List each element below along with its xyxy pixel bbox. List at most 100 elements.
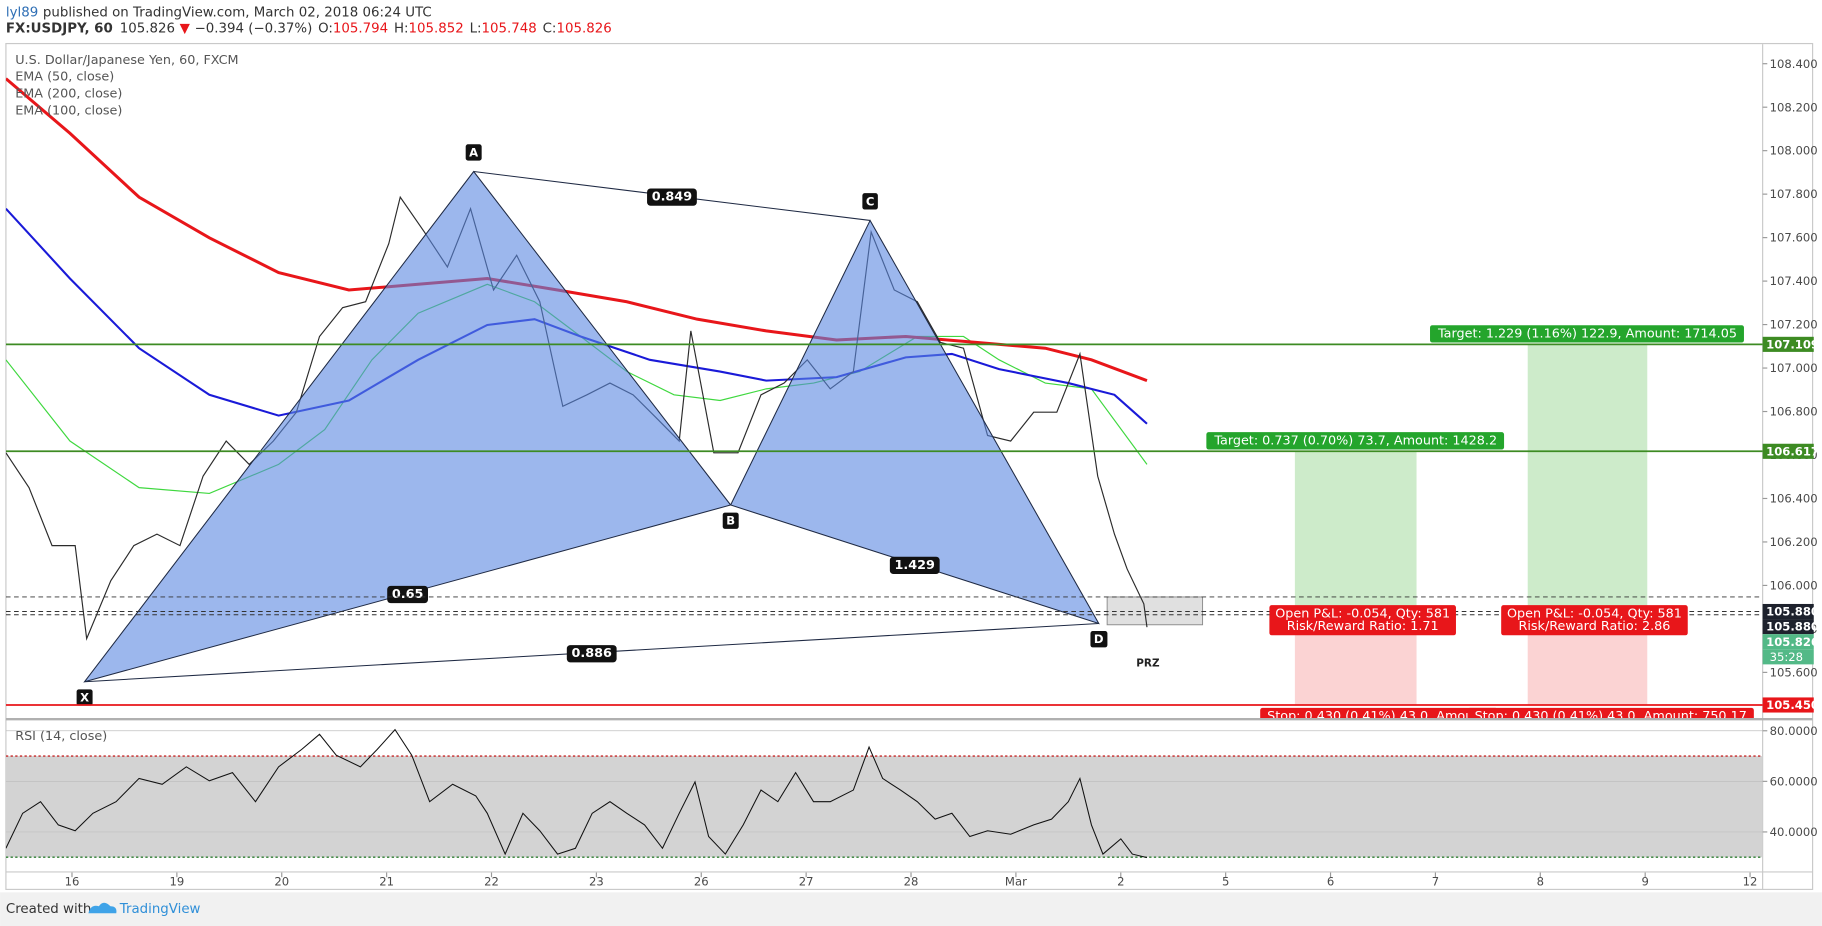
y-tick-label: 107.200 <box>1770 318 1818 332</box>
rsi-band <box>5 756 1763 858</box>
rsi-line <box>5 728 1148 859</box>
y-tick-label: 108.200 <box>1770 100 1818 114</box>
legend-entry: EMA (100, close) <box>15 103 122 118</box>
target-label: Target: 1.229 (1.16%) 122.9, Amount: 171… <box>1437 326 1737 341</box>
high-value: 105.852 <box>409 22 464 37</box>
price-badge-label: 105.826 <box>1766 635 1819 649</box>
price-badge <box>1762 697 1814 713</box>
ratio-label: 0.886 <box>571 646 611 661</box>
price-badge-label: 106.617 <box>1766 444 1819 458</box>
symbol: FX:USDJPY, 60 <box>6 22 113 37</box>
stop-label: Stop: 0.430 (0.41%) 43.0, Amount: <box>1267 709 1491 724</box>
y-tick-label: 107.000 <box>1770 361 1818 375</box>
point-badge <box>722 512 739 529</box>
target-badge <box>1430 325 1744 343</box>
x-tick-label: 7 <box>1432 874 1439 888</box>
rsi-y-tick-label: 60.0000 <box>1770 774 1818 788</box>
y-tick-label: 107.600 <box>1770 231 1818 245</box>
target-zone <box>1294 451 1417 612</box>
ratio-badge <box>647 188 697 206</box>
low-value: 105.748 <box>482 22 537 37</box>
ratio-badge <box>566 645 617 663</box>
high-label: H: <box>394 22 409 37</box>
y-tick-label: 106.800 <box>1770 405 1818 419</box>
x-tick-label: 6 <box>1327 874 1334 888</box>
x-tick-label: 22 <box>484 874 499 888</box>
price-badge <box>1762 603 1814 620</box>
open-value: 105.794 <box>333 22 388 37</box>
ratio-badge <box>889 556 940 575</box>
point-badge <box>465 144 482 161</box>
x-tick-label: 2 <box>1117 874 1124 888</box>
low-label: L: <box>470 22 482 37</box>
point-badge <box>862 193 878 210</box>
author: lyl89 <box>6 5 38 20</box>
x-tick-label: Mar <box>1005 874 1027 888</box>
brand: TradingView <box>119 902 201 917</box>
rr-label: Risk/Reward Ratio: 2.86 <box>1519 619 1671 634</box>
point-label: B <box>726 514 735 528</box>
chart-title: U.S. Dollar/Japanese Yen, 60, FXCM <box>15 53 238 68</box>
overlay: U.S. Dollar/Japanese Yen, 60, FXCM EMA (5… <box>15 53 1819 888</box>
prz-label: PRZ <box>1136 658 1160 670</box>
header-line: lyl89 published on TradingView.com, March… <box>6 5 432 20</box>
ema-line <box>5 207 1148 425</box>
ratio-badge <box>387 585 428 604</box>
target-badge <box>1206 432 1505 450</box>
x-tick-label: 19 <box>169 874 184 888</box>
point-badge <box>1090 631 1108 648</box>
y-tick-label: 106.200 <box>1770 535 1818 549</box>
legend-entry: EMA (200, close) <box>15 87 122 102</box>
close-label: C: <box>543 22 557 37</box>
rsi-y-tick-label: 80.0000 <box>1770 724 1818 738</box>
price-badge-label: 105.880 <box>1766 605 1819 619</box>
main-pane: PRZ 0.849 0.65 1.429 0.886 X A B C D Target: 0.737… <box>5 77 1763 724</box>
target-label: Target: 0.737 (0.70%) 73.7, Amount: 1428… <box>1213 433 1497 448</box>
pnl-badge <box>1501 605 1688 636</box>
target-zone <box>1527 344 1648 612</box>
down-arrow: ▼ <box>180 22 191 37</box>
prz-zone <box>1106 596 1204 626</box>
rsi-title: RSI (14, close) <box>15 729 107 744</box>
ema-line <box>5 77 1148 383</box>
price-badge <box>1762 619 1814 635</box>
y-tick-label: 107.800 <box>1770 187 1818 201</box>
y-tick-label: 108.000 <box>1770 144 1818 158</box>
footer-bar <box>0 892 1822 926</box>
y-tick-label: 107.400 <box>1770 274 1818 288</box>
close-value: 105.826 <box>556 22 611 37</box>
price-badge-label: 105.880 <box>1766 620 1819 634</box>
price-badge <box>1762 336 1814 352</box>
ratio-label: 1.429 <box>894 558 934 573</box>
point-label: D <box>1094 632 1104 646</box>
stop-badge <box>1260 707 1498 719</box>
countdown-badge <box>1762 649 1814 665</box>
x-tick-label: 8 <box>1537 874 1544 888</box>
y-tick-label: 106.000 <box>1770 578 1818 592</box>
rsi-pane <box>5 728 1763 859</box>
x-tick-label: 23 <box>589 874 604 888</box>
open-label: O: <box>318 22 333 37</box>
point-label: X <box>80 690 89 704</box>
pnl-label: Open P&L: -0.054, Qty: 581 <box>1275 606 1450 621</box>
stop-label: Stop: 0.430 (0.41%) 43.0, Amount: 750.17 <box>1475 709 1747 724</box>
pnl-label: Open P&L: -0.054, Qty: 581 <box>1507 606 1682 621</box>
logo-cloud <box>88 902 117 914</box>
pnl-badge <box>1269 605 1456 636</box>
point-label: C <box>866 194 875 208</box>
point-badge <box>76 689 93 706</box>
x-tick-label: 5 <box>1222 874 1229 888</box>
x-tick-label: 20 <box>274 874 289 888</box>
x-tick-label: 12 <box>1743 874 1758 888</box>
rr-label: Risk/Reward Ratio: 1.71 <box>1287 619 1439 634</box>
x-tick-label: 16 <box>65 874 80 888</box>
x-tick-label: 26 <box>694 874 709 888</box>
last-price: 105.826 <box>120 22 175 37</box>
x-tick-label: 27 <box>799 874 814 888</box>
y-tick-label: 105.600 <box>1770 665 1818 679</box>
change: −0.394 (−0.37%) <box>195 22 313 37</box>
published: published on TradingView.com, March 02, … <box>43 5 432 20</box>
y-tick-label: 108.400 <box>1770 57 1818 71</box>
